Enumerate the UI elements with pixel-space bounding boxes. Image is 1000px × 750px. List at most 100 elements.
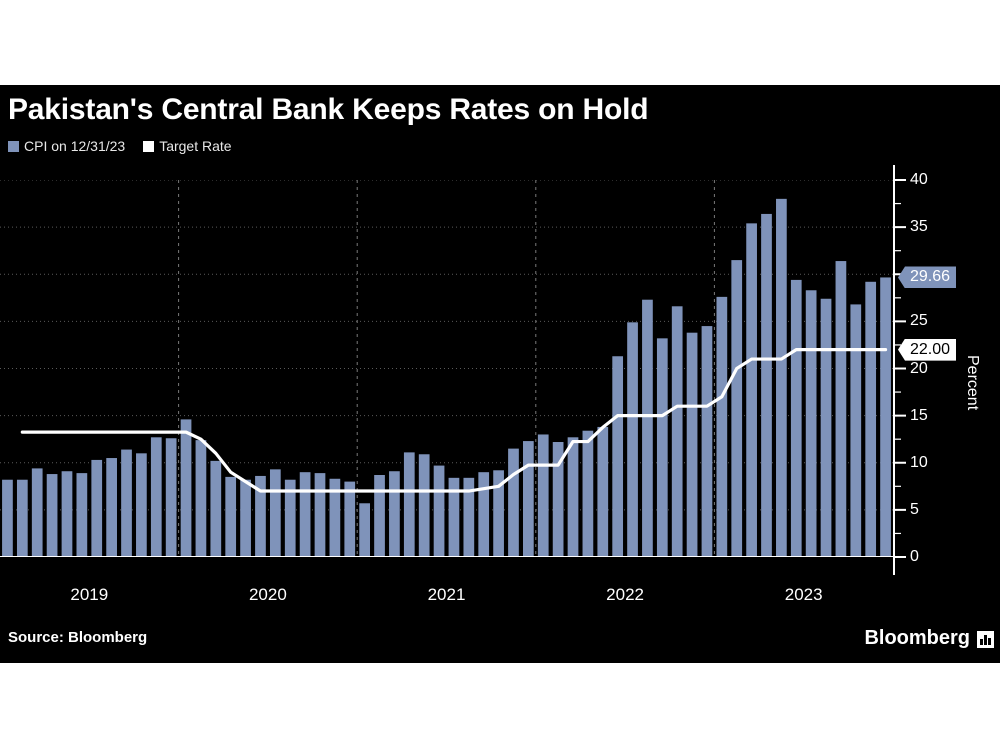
bar: [865, 281, 877, 557]
bar: [76, 473, 88, 557]
source-label: Source: Bloomberg: [8, 629, 148, 646]
legend-swatch-target-rate: [143, 140, 155, 152]
bar: [805, 290, 817, 557]
y-axis-tick-label: 40: [910, 171, 928, 188]
x-axis-year-label: 2021: [427, 585, 466, 604]
bar: [463, 477, 475, 557]
bar: [478, 472, 490, 557]
legend-item-target-rate[interactable]: Target Rate: [143, 138, 232, 154]
bar: [269, 469, 281, 557]
bar: [835, 261, 847, 557]
y-axis-title: Percent: [964, 355, 981, 411]
bar: [552, 442, 564, 557]
bar: [359, 503, 370, 557]
bar: [493, 470, 504, 557]
bar: [136, 453, 147, 557]
bar: [106, 458, 117, 557]
chart-footer: Source: Bloomberg Bloomberg: [0, 625, 1000, 663]
bar: [508, 448, 519, 557]
bar: [671, 306, 683, 557]
bar: [165, 438, 177, 557]
bar: [284, 479, 296, 557]
bar: [314, 473, 326, 557]
bar: [299, 472, 311, 557]
bar: [418, 454, 430, 557]
y-axis-tick-label: 20: [910, 359, 928, 377]
bar: [389, 471, 400, 557]
x-axis-year-label: 2019: [70, 585, 109, 604]
bar: [180, 419, 192, 557]
bar: [448, 477, 460, 557]
x-axis-year-labels: 2019 2020 2021 2022 2023: [0, 585, 893, 625]
bar: [255, 475, 266, 557]
plot-area: [0, 180, 893, 557]
bar: [850, 304, 862, 557]
bar: [716, 296, 728, 557]
bar: [2, 479, 13, 557]
bar: [567, 437, 579, 557]
bar: [344, 481, 356, 557]
bar: [656, 338, 668, 557]
bar: [746, 223, 757, 557]
bar: [16, 479, 28, 557]
callout-cpi-value: 29.66: [898, 266, 957, 289]
bar: [686, 332, 698, 557]
bar: [731, 260, 743, 557]
bar: [642, 299, 653, 557]
bar: [121, 449, 132, 557]
bar: [597, 426, 609, 557]
callout-cpi-text: 29.66: [910, 268, 951, 286]
legend-item-cpi[interactable]: CPI on 12/31/23: [8, 138, 125, 154]
bar: [761, 213, 772, 557]
bar: [31, 468, 43, 557]
y-axis-tick-label: 35: [910, 218, 928, 236]
chart-title: Pakistan's Central Bank Keeps Rates on H…: [8, 93, 649, 126]
legend-swatch-cpi: [8, 140, 19, 152]
x-axis-year-label: 2023: [784, 585, 823, 604]
bar-series-cpi: [2, 198, 891, 557]
bar: [374, 475, 385, 557]
bar: [537, 434, 549, 557]
bar: [329, 478, 341, 557]
y-axis-tick-label: 10: [910, 453, 928, 471]
y-axis-tickmarks: [894, 179, 906, 558]
bar: [523, 441, 534, 557]
bar: [880, 277, 891, 557]
chart-panel: Pakistan's Central Bank Keeps Rates on H…: [0, 85, 1000, 663]
bar: [612, 356, 624, 557]
callout-target-rate-text: 22.00: [910, 340, 951, 358]
bar: [225, 476, 237, 557]
y-axis-tick-label: 5: [910, 500, 919, 518]
bloomberg-wordmark: Bloomberg: [864, 627, 970, 649]
legend-label-cpi: CPI on 12/31/23: [24, 138, 126, 154]
bar: [240, 479, 251, 557]
chart-legend: CPI on 12/31/23 Target Rate: [8, 138, 232, 154]
x-axis-year-label: 2020: [248, 585, 287, 604]
bar: [195, 440, 207, 557]
bar: [46, 474, 58, 557]
y-axis-tick-label: 25: [910, 312, 928, 330]
bloomberg-logo-icon: [977, 631, 994, 648]
chart-svg: [0, 180, 893, 557]
bar: [150, 437, 162, 557]
y-axis: 0510152025303540 29.66 22.00: [893, 165, 957, 575]
bar: [820, 298, 832, 557]
x-axis-year-label: 2022: [606, 585, 645, 604]
bar: [433, 465, 445, 557]
bar: [790, 279, 802, 557]
y-axis-tick-label: 0: [910, 548, 919, 565]
bar: [61, 471, 73, 557]
bar: [701, 326, 713, 557]
y-axis-tick-label: 15: [910, 406, 928, 424]
gridlines: [0, 180, 893, 557]
bar: [776, 198, 787, 557]
bar: [403, 452, 415, 557]
line-series-target-rate: [20, 348, 888, 493]
legend-label-target-rate: Target Rate: [159, 138, 232, 154]
bar: [627, 322, 638, 557]
bar: [582, 430, 594, 557]
bar: [91, 459, 103, 557]
callout-target-rate-value: 22.00: [898, 338, 957, 361]
bar: [210, 460, 222, 557]
